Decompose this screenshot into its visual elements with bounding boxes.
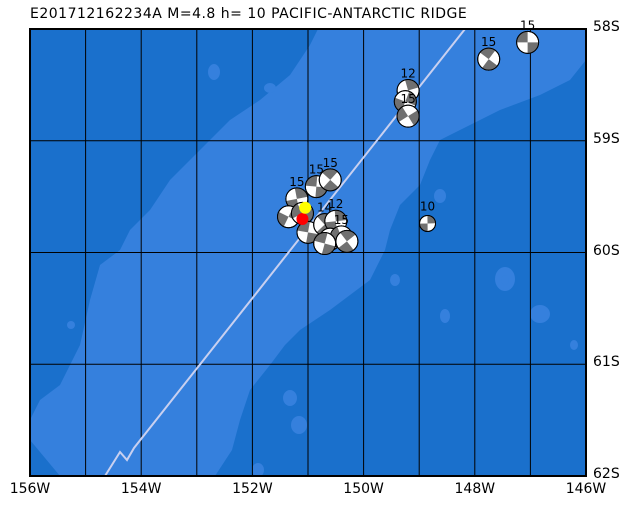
seamount [264, 83, 276, 93]
seamount [390, 274, 400, 286]
compression-quadrant [306, 232, 319, 244]
seamount [501, 275, 509, 285]
y-tick-label: 61S [593, 354, 620, 371]
depth-label: 14 [317, 201, 332, 215]
depth-label: 15 [334, 213, 349, 227]
target-event-marker [299, 201, 312, 214]
compression-quadrant [419, 223, 428, 232]
seamount [252, 463, 264, 477]
compression-quadrant [297, 221, 310, 233]
compression-quadrant [482, 59, 498, 71]
depth-label: 10 [420, 199, 435, 213]
map-title: E201712162234A M=4.8 h= 10 PACIFIC-ANTAR… [30, 6, 468, 22]
beachball-border [335, 229, 359, 253]
deep-patch [30, 440, 60, 476]
compression-quadrant [305, 175, 318, 187]
focal-mechanism [396, 104, 420, 128]
map-frame [29, 28, 587, 477]
focal-mechanism [516, 30, 540, 54]
depth-label: 15 [481, 35, 496, 49]
seamount [67, 321, 75, 329]
seamount [570, 340, 578, 350]
y-tick-label: 62S [593, 466, 620, 482]
seamount [434, 189, 446, 203]
depth-label: 12 [400, 66, 415, 80]
x-tick-label: 146W [565, 481, 607, 497]
seamount [530, 305, 550, 323]
highlight-event-marker [296, 212, 309, 225]
focal-mechanism [419, 214, 437, 232]
x-tick-label: 154W [120, 481, 162, 497]
depth-label: 15 [400, 92, 415, 106]
compression-quadrant [397, 106, 409, 122]
focal-mechanism [318, 168, 342, 192]
x-tick-label: 150W [343, 481, 384, 497]
depth-label: 15 [289, 175, 304, 189]
seamount [208, 64, 220, 80]
beachball-border [516, 30, 540, 54]
seamount [291, 416, 307, 434]
depth-label: 12 [328, 197, 343, 211]
focal-mechanism [335, 229, 359, 253]
compression-quadrant [408, 110, 420, 126]
compression-quadrant [322, 168, 338, 180]
compression-quadrant [527, 42, 539, 54]
beachball-border [396, 104, 420, 128]
compression-quadrant [516, 31, 528, 43]
seamount [440, 309, 450, 323]
beachball-border [477, 47, 501, 71]
compression-quadrant [277, 211, 289, 227]
x-tick-label: 156W [9, 481, 51, 497]
seamount [413, 168, 423, 182]
compression-quadrant [427, 215, 436, 224]
beachball-border [318, 168, 342, 192]
depth-label: 15 [309, 163, 324, 177]
y-tick-label: 60S [593, 242, 620, 259]
depth-label: 15 [323, 156, 338, 170]
y-tick-label: 58S [593, 19, 620, 35]
plate-boundary-ridge [104, 28, 466, 477]
x-tick-label: 148W [454, 481, 496, 497]
compression-quadrant [479, 48, 496, 60]
focal-mechanism [477, 47, 501, 71]
compression-quadrant [334, 210, 347, 222]
compression-quadrant [338, 241, 354, 253]
compression-quadrant [294, 187, 308, 199]
x-tick-label: 152W [232, 481, 273, 497]
compression-quadrant [322, 179, 339, 191]
y-tick-label: 59S [593, 130, 620, 147]
seamount [283, 390, 297, 406]
compression-quadrant [340, 230, 356, 242]
depth-label: 15 [520, 18, 535, 32]
beachball-border [419, 214, 437, 232]
focal-mechanism [313, 232, 337, 256]
